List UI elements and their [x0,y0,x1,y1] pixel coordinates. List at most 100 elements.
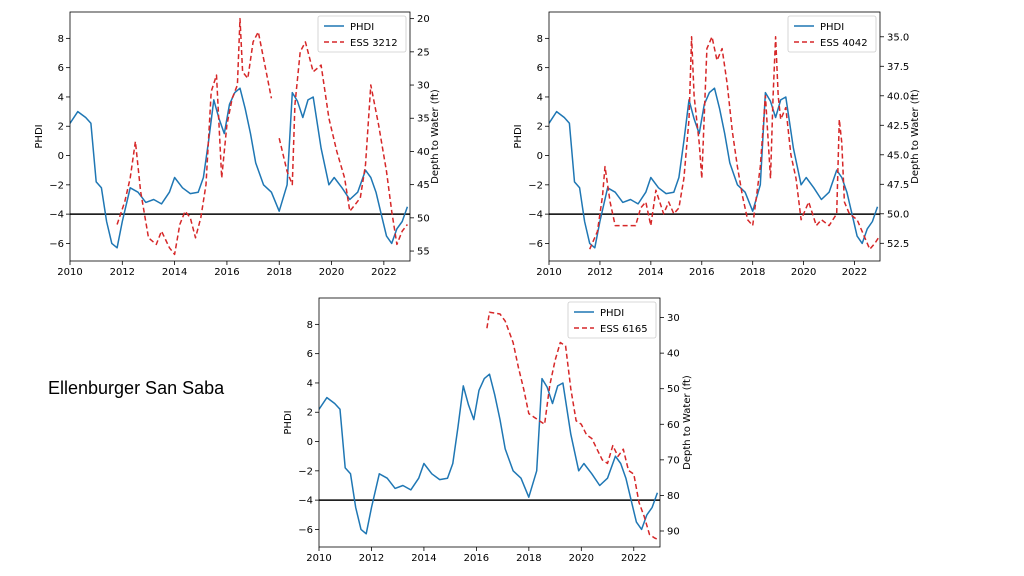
legend-phdi-label: PHDI [820,22,844,33]
y-tick-label: 2 [58,122,64,133]
phdi-line [319,373,659,535]
y-tick-label: 0 [537,151,543,162]
y2-tick-label: 50 [417,213,430,224]
legend: PHDI ESS 6165 [567,301,657,339]
phdi-line [70,87,409,249]
y2-tick-label: 40 [667,349,680,360]
y-axis-label: PHDI [283,410,294,434]
legend-box [317,15,407,53]
y-axis-label: PHDI [34,124,45,148]
y-tick-label: −6 [49,239,64,250]
x-tick-label: 2020 [791,267,816,278]
y-tick-label: −4 [298,496,313,507]
chart-1: 2010 2012 2014 2016 2018 2020 2022 −6 −4 −2 0 2 4 6 8 2… [34,11,441,278]
y-tick-label: −2 [298,466,313,477]
x-tick-label: 2016 [689,267,714,278]
y2-tick-label: 52.5 [887,239,909,250]
series-group [319,311,660,541]
y2-tick-label: 80 [667,491,680,502]
y2-tick-label: 30 [667,313,680,324]
legend: PHDI ESS 3212 [317,15,407,53]
y-tick-label: 4 [58,92,64,103]
y2-tick-label: 55 [417,247,430,258]
y-tick-label: 6 [58,63,64,74]
y2-tick-label: 47.5 [887,180,909,191]
y2-tick-label: 50.0 [887,209,909,220]
x-tick-label: 2020 [569,553,594,564]
x-tick-label: 2018 [740,267,765,278]
y-tick-label: 4 [307,378,313,389]
x-tick-label: 2010 [57,267,82,278]
y-tick-label: 2 [537,122,543,133]
y2-tick-label: 35.0 [887,32,909,43]
legend-phdi-label: PHDI [600,308,624,319]
phdi-line [549,87,879,249]
y2-tick-label: 90 [667,526,680,537]
x-tick-label: 2012 [110,267,135,278]
legend-well-label: ESS 4042 [820,38,868,49]
x-tick-label: 2014 [411,553,436,564]
y2-tick-label: 42.5 [887,121,909,132]
y-tick-label: 8 [307,320,313,331]
legend: PHDI ESS 4042 [787,15,877,53]
y-tick-label: −6 [298,525,313,536]
y-tick-label: 8 [537,34,543,45]
chart-2: 2010 2012 2014 2016 2018 2020 2022 −6 −4 −2 0 2 4 6 8 3… [513,11,921,278]
y-tick-label: 0 [307,437,313,448]
y2-tick-label: 20 [417,14,430,25]
x-tick-label: 2022 [371,267,396,278]
legend-well-label: ESS 3212 [350,38,398,49]
x-tick-label: 2010 [306,553,331,564]
well-depth-line [278,41,408,246]
y2-tick-label: 70 [667,455,680,466]
series-group [70,17,409,256]
y2-tick-label: 45.0 [887,150,909,161]
x-tick-label: 2012 [587,267,612,278]
aquifer-title: Ellenburger San Saba [48,378,225,398]
y2-tick-label: 40.0 [887,91,909,102]
chart-3: 2010 2012 2014 2016 2018 2020 2022 −6 −4 −2 0 2 4 6 8 3… [283,297,693,564]
y-tick-label: −2 [49,180,64,191]
legend-box [787,15,877,53]
x-tick-label: 2018 [267,267,292,278]
legend-well-label: ESS 6165 [600,324,648,335]
well-depth-line [116,17,273,256]
well-depth-line [486,311,660,541]
y2-tick-label: 35 [417,114,430,125]
y2-tick-label: 37.5 [887,62,909,73]
y2-tick-label: 40 [417,147,430,158]
y-tick-label: 0 [58,151,64,162]
y2-axis-label: Depth to Water (ft) [910,89,921,184]
x-tick-label: 2014 [162,267,187,278]
x-tick-label: 2022 [842,267,867,278]
y2-tick-label: 45 [417,180,430,191]
x-tick-label: 2020 [319,267,344,278]
y2-tick-label: 30 [417,81,430,92]
plot-frame [548,11,881,262]
y-tick-label: −4 [49,210,64,221]
y-axis-label: PHDI [513,124,524,148]
legend-box [567,301,657,339]
y-tick-label: 8 [58,34,64,45]
plot-frame [69,11,411,262]
x-tick-label: 2016 [464,553,489,564]
x-tick-label: 2010 [536,267,561,278]
y2-tick-label: 60 [667,420,680,431]
y2-axis-label: Depth to Water (ft) [430,89,441,184]
legend-phdi-label: PHDI [350,22,374,33]
x-tick-label: 2018 [516,553,541,564]
y-tick-label: 6 [307,349,313,360]
y-tick-label: 6 [537,63,543,74]
y-tick-label: −4 [528,210,543,221]
y2-tick-label: 50 [667,384,680,395]
y-tick-label: 2 [307,408,313,419]
y2-axis-label: Depth to Water (ft) [682,375,693,470]
x-tick-label: 2016 [214,267,239,278]
y-tick-label: −6 [528,239,543,250]
x-tick-label: 2012 [359,553,384,564]
y-tick-label: 4 [537,92,543,103]
x-tick-label: 2014 [638,267,663,278]
y2-tick-label: 25 [417,47,430,58]
